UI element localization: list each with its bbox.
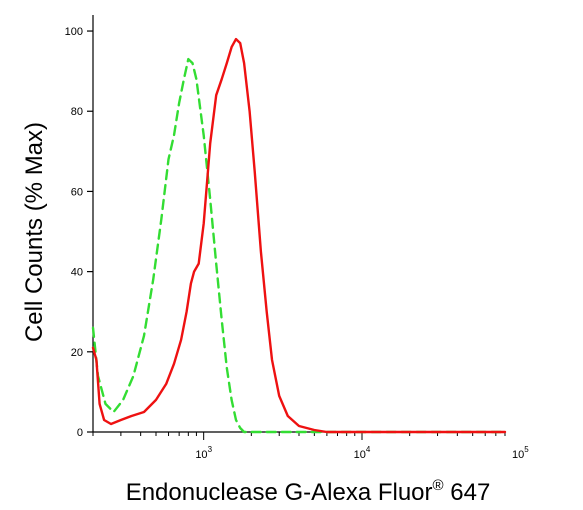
y-tick-label: 100 bbox=[65, 26, 83, 38]
x-axis-title-superscript: ® bbox=[433, 477, 444, 494]
y-tick-label: 60 bbox=[71, 186, 83, 198]
x-tick-base: 10 bbox=[195, 449, 207, 461]
x-axis-title: Endonuclease G-Alexa Fluor® 647 bbox=[126, 477, 491, 506]
series-layer bbox=[91, 37, 507, 434]
x-tick-exponent: 3 bbox=[208, 445, 213, 454]
x-tick-label: 105 bbox=[512, 445, 529, 461]
x-tick-label: 103 bbox=[195, 445, 212, 461]
x-ticks: 103 104 105 bbox=[92, 432, 529, 461]
x-tick-exponent: 5 bbox=[524, 445, 529, 454]
series-line-2 bbox=[91, 37, 507, 434]
y-ticks: 0 20 40 60 80 100 bbox=[65, 26, 93, 439]
x-tick-base: 10 bbox=[354, 449, 366, 461]
x-axis-title-main: Endonuclease G-Alexa Fluor bbox=[126, 479, 433, 506]
series-line-1 bbox=[91, 57, 507, 434]
y-tick-label: 0 bbox=[77, 427, 83, 439]
y-axis-title: Cell Counts (% Max) bbox=[21, 122, 48, 342]
x-tick-label: 104 bbox=[354, 445, 371, 461]
x-tick-base: 10 bbox=[512, 449, 524, 461]
y-tick-label: 20 bbox=[71, 347, 83, 359]
y-tick-label: 80 bbox=[71, 106, 83, 118]
x-axis-title-suffix: 647 bbox=[444, 479, 491, 506]
y-tick-label: 40 bbox=[71, 267, 83, 279]
x-tick-exponent: 4 bbox=[366, 445, 371, 454]
